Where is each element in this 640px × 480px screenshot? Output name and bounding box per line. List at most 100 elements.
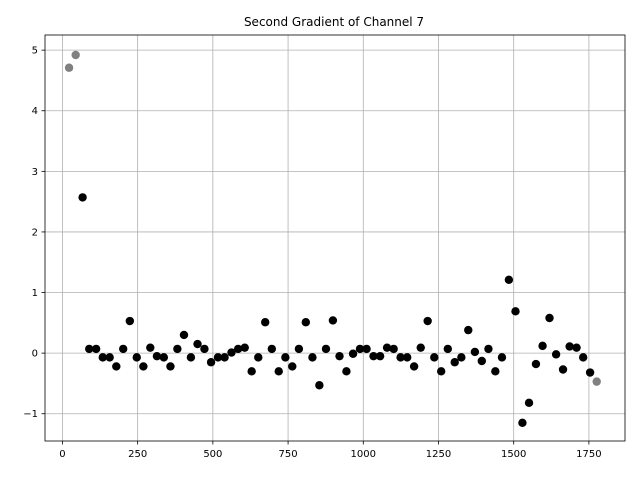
data-point xyxy=(315,381,324,390)
grid xyxy=(45,35,625,441)
chart-title: Second Gradient of Channel 7 xyxy=(244,15,424,29)
data-point xyxy=(518,418,527,428)
data-point xyxy=(430,353,439,362)
data-point xyxy=(355,344,365,354)
x-tick-label: 1750 xyxy=(576,449,601,460)
data-point xyxy=(409,362,419,371)
x-tick-label: 250 xyxy=(128,449,147,460)
data-point xyxy=(321,344,331,354)
y-tick-label: 4 xyxy=(32,106,38,117)
data-point xyxy=(382,343,392,352)
plot-frame xyxy=(44,34,626,442)
data-point xyxy=(240,343,249,352)
data-point xyxy=(247,367,256,376)
data-point xyxy=(578,353,588,362)
data-point xyxy=(105,353,114,362)
data-point xyxy=(159,353,169,362)
data-point xyxy=(193,339,202,349)
data-point xyxy=(146,343,155,352)
data-point xyxy=(308,353,317,362)
data-point xyxy=(220,353,229,362)
data-point xyxy=(491,367,500,376)
data-point xyxy=(572,343,581,352)
data-point xyxy=(233,344,243,354)
data-point xyxy=(443,344,453,354)
data-point xyxy=(585,368,595,377)
data-point xyxy=(511,307,520,316)
data-point xyxy=(132,353,141,362)
data-point xyxy=(470,347,480,357)
y-axis: −1 0 1 2 3 4 5 xyxy=(23,46,45,420)
data-point xyxy=(288,362,297,371)
data-point xyxy=(477,356,487,366)
data-point xyxy=(524,398,534,408)
data-point xyxy=(301,318,311,327)
data-point xyxy=(294,344,304,354)
x-tick-label: 1500 xyxy=(501,449,526,460)
data-point xyxy=(206,358,216,367)
data-point xyxy=(200,344,209,354)
data-point xyxy=(592,377,601,386)
y-tick-label: 3 xyxy=(32,167,38,178)
data-point xyxy=(179,330,189,340)
x-tick-label: 500 xyxy=(203,449,222,460)
data-point xyxy=(362,344,371,354)
x-tick-label: 750 xyxy=(279,449,298,460)
data-point xyxy=(342,367,351,376)
data-point xyxy=(166,362,175,371)
data-point xyxy=(450,358,459,367)
x-axis: 0 250 500 750 1000 1250 1500 1750 xyxy=(59,441,602,460)
data-point xyxy=(213,353,223,362)
plot-area-border xyxy=(44,34,626,442)
x-tick-label: 0 xyxy=(59,449,65,460)
data-point xyxy=(389,344,398,354)
data-point xyxy=(98,353,107,362)
data-point xyxy=(538,341,547,351)
data-point xyxy=(531,359,541,369)
data-point xyxy=(416,343,425,352)
y-tick-label: −1 xyxy=(23,409,38,420)
data-point xyxy=(369,351,378,361)
data-point xyxy=(152,351,162,361)
data-points xyxy=(64,50,601,428)
data-point xyxy=(396,353,405,362)
data-point xyxy=(402,353,412,362)
data-point xyxy=(335,351,344,361)
data-point xyxy=(545,313,554,323)
data-point xyxy=(267,344,277,354)
data-point xyxy=(78,193,87,202)
data-point xyxy=(91,344,101,354)
data-point xyxy=(551,350,561,359)
x-tick-label: 1000 xyxy=(351,449,376,460)
data-point xyxy=(504,275,514,285)
data-point xyxy=(457,353,466,362)
data-point xyxy=(348,349,358,358)
data-point xyxy=(64,63,74,72)
data-point xyxy=(186,353,196,362)
y-tick-label: 5 xyxy=(32,46,38,57)
data-point xyxy=(119,344,128,354)
data-point xyxy=(261,318,270,327)
data-point xyxy=(328,316,338,325)
data-point xyxy=(464,325,473,335)
data-point xyxy=(227,348,236,357)
data-point xyxy=(558,365,568,374)
y-tick-label: 2 xyxy=(32,227,38,238)
data-point xyxy=(112,362,121,371)
data-point xyxy=(125,316,135,326)
data-point xyxy=(497,353,507,362)
data-point xyxy=(254,353,263,362)
data-point xyxy=(423,316,432,326)
data-point xyxy=(71,50,80,60)
data-point xyxy=(436,367,446,376)
y-tick-label: 1 xyxy=(32,288,38,299)
data-point xyxy=(274,367,283,376)
x-tick-label: 1250 xyxy=(426,449,451,460)
data-point xyxy=(173,344,182,354)
data-point xyxy=(565,342,574,351)
data-point xyxy=(484,344,493,354)
data-point xyxy=(281,353,290,362)
data-point xyxy=(85,344,94,354)
y-tick-label: 0 xyxy=(32,349,38,360)
